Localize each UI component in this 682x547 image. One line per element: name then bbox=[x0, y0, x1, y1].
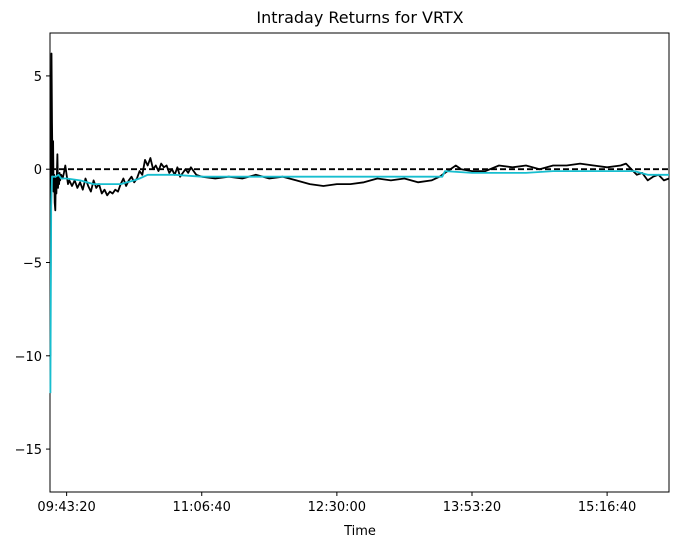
x-axis-label: Time bbox=[343, 524, 376, 539]
x-tick-label-0: 09:43:20 bbox=[37, 500, 95, 515]
x-axis: 09:43:20 11:06:40 12:30:00 13:53:20 15:16:40 bbox=[37, 492, 636, 515]
y-tick-label-0: 5 bbox=[34, 70, 42, 85]
y-tick-label-3: −10 bbox=[15, 350, 42, 365]
plot-frame bbox=[49, 32, 670, 493]
series-group bbox=[49, 52, 670, 394]
x-tick-label-4: 15:16:40 bbox=[578, 500, 636, 515]
x-tick-label-3: 13:53:20 bbox=[443, 500, 501, 515]
y-axis: 5 0 −5 −10 −15 bbox=[15, 70, 50, 458]
series-line-1 bbox=[49, 52, 670, 356]
y-tick-label-2: −5 bbox=[23, 257, 42, 272]
y-tick-label-4: −15 bbox=[15, 443, 42, 458]
y-tick-label-1: 0 bbox=[34, 163, 42, 178]
x-tick-label-1: 11:06:40 bbox=[173, 500, 231, 515]
plot-area bbox=[49, 32, 670, 493]
x-tick-label-2: 12:30:00 bbox=[308, 500, 366, 515]
series-line-2 bbox=[49, 170, 669, 394]
chart-title: Intraday Returns for VRTX bbox=[256, 8, 463, 27]
